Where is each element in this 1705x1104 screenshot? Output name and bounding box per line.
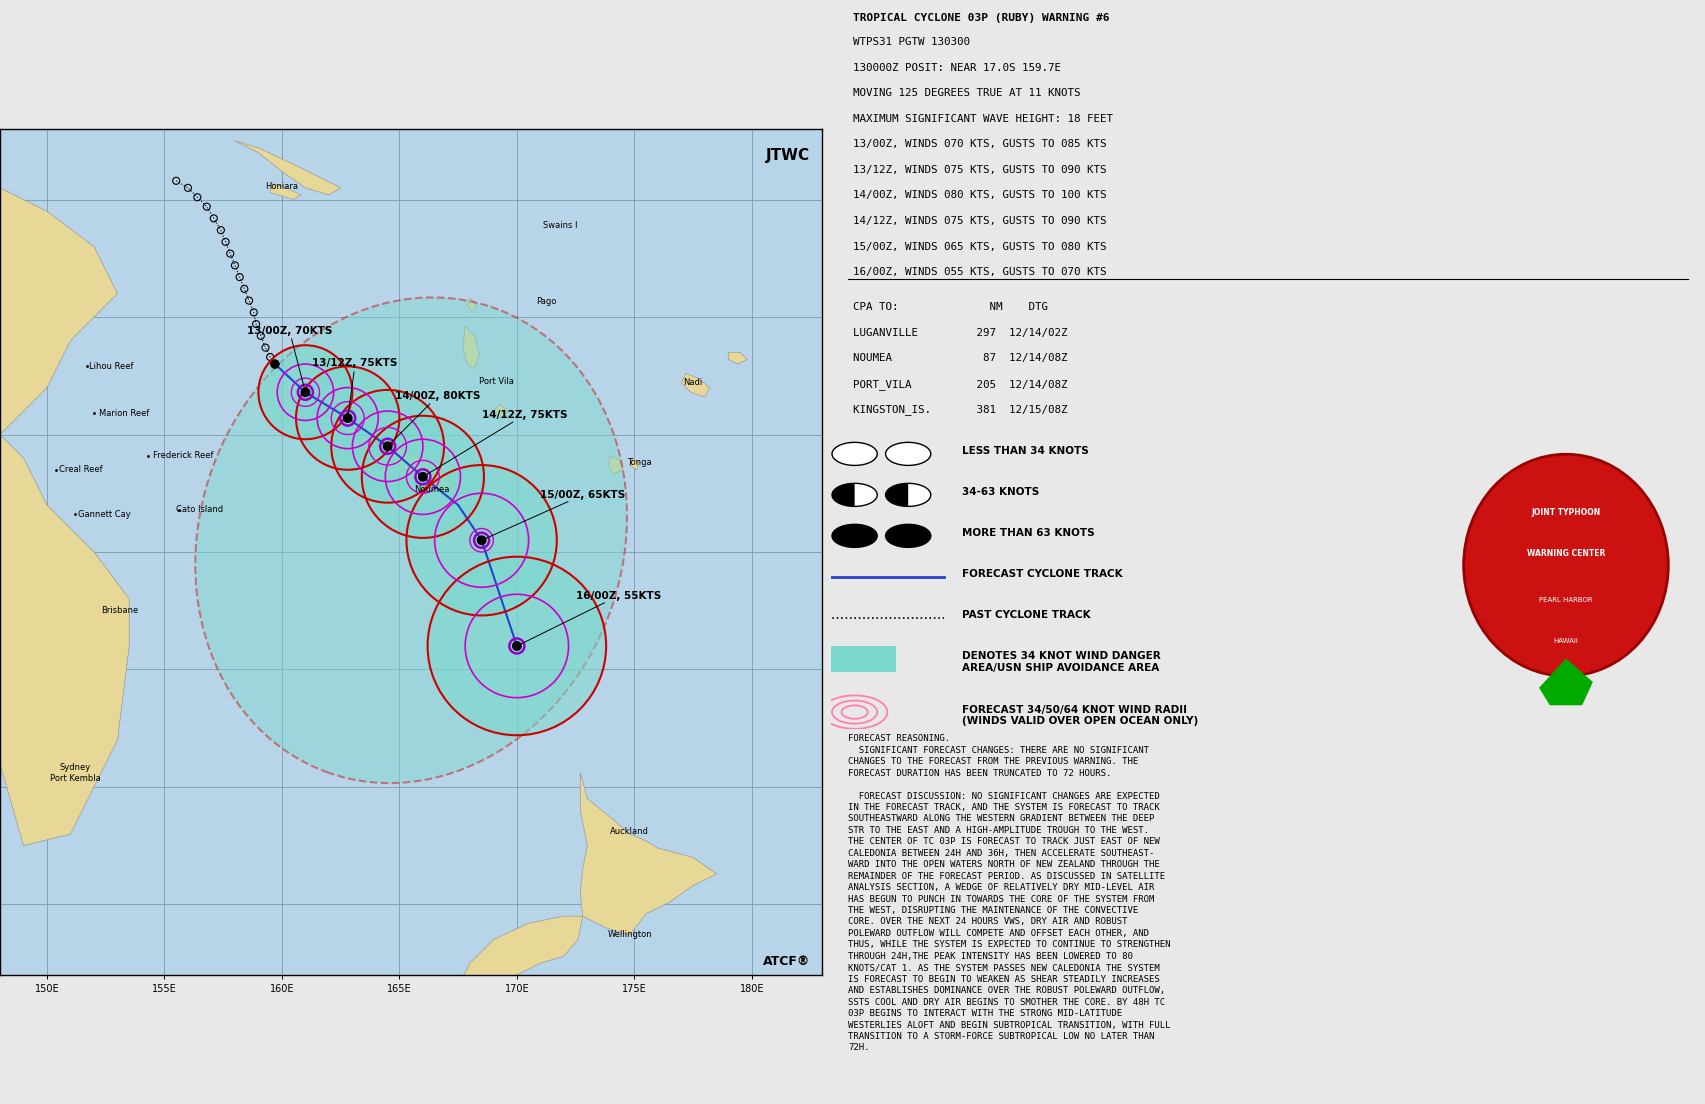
Circle shape [297, 367, 399, 470]
Circle shape [1463, 454, 1667, 676]
Polygon shape [728, 352, 747, 364]
Polygon shape [680, 373, 709, 397]
Circle shape [331, 390, 443, 502]
Polygon shape [629, 458, 639, 470]
Text: 14/12Z, WINDS 075 KTS, GUSTS TO 090 KTS: 14/12Z, WINDS 075 KTS, GUSTS TO 090 KTS [852, 216, 1105, 226]
Circle shape [832, 524, 876, 548]
Circle shape [832, 484, 876, 507]
Text: Pago: Pago [535, 297, 556, 306]
Text: NOUMEA              87  12/14/08Z: NOUMEA 87 12/14/08Z [852, 353, 1067, 363]
Text: Swains I: Swains I [542, 221, 576, 230]
Text: Lihou Reef: Lihou Reef [89, 362, 133, 371]
Text: Brisbane: Brisbane [101, 606, 138, 615]
Wedge shape [885, 484, 907, 507]
Text: 130000Z POSIT: NEAR 17.0S 159.7E: 130000Z POSIT: NEAR 17.0S 159.7E [852, 63, 1061, 73]
Text: Auckland: Auckland [610, 827, 648, 836]
Circle shape [418, 473, 426, 481]
Text: Tonga: Tonga [626, 458, 651, 467]
Circle shape [302, 388, 310, 396]
Polygon shape [459, 916, 583, 987]
Text: FORECAST 34/50/64 KNOT WIND RADII
(WINDS VALID OVER OPEN OCEAN ONLY): FORECAST 34/50/64 KNOT WIND RADII (WINDS… [962, 704, 1197, 726]
Text: FORECAST CYCLONE TRACK: FORECAST CYCLONE TRACK [962, 570, 1122, 580]
Text: MOVING 125 DEGREES TRUE AT 11 KNOTS: MOVING 125 DEGREES TRUE AT 11 KNOTS [852, 88, 1079, 98]
Text: 13/12Z, 75KTS: 13/12Z, 75KTS [312, 359, 397, 415]
Polygon shape [493, 404, 506, 418]
Text: WARNING CENTER: WARNING CENTER [1526, 549, 1604, 558]
Text: 14/00Z, 80KTS: 14/00Z, 80KTS [389, 391, 479, 444]
Circle shape [428, 556, 605, 735]
Polygon shape [467, 298, 477, 312]
Text: 16/00Z, WINDS 055 KTS, GUSTS TO 070 KTS: 16/00Z, WINDS 055 KTS, GUSTS TO 070 KTS [852, 267, 1105, 277]
Text: 15/00Z, 65KTS: 15/00Z, 65KTS [484, 490, 626, 539]
Polygon shape [0, 188, 130, 846]
Polygon shape [235, 141, 341, 195]
Circle shape [832, 443, 876, 466]
Circle shape [885, 484, 931, 507]
Circle shape [885, 443, 931, 466]
Text: PEARL HARBOR: PEARL HARBOR [1538, 597, 1592, 603]
Text: Creal Reef: Creal Reef [58, 465, 102, 475]
Text: PAST CYCLONE TRACK: PAST CYCLONE TRACK [962, 611, 1089, 620]
Text: 14/12Z, 75KTS: 14/12Z, 75KTS [425, 410, 566, 476]
Text: CPA TO:              NM    DTG: CPA TO: NM DTG [852, 302, 1047, 312]
Circle shape [384, 442, 392, 450]
Polygon shape [1538, 659, 1592, 705]
Circle shape [257, 346, 353, 439]
Polygon shape [609, 456, 622, 475]
Text: Honiara: Honiara [266, 182, 298, 191]
Text: 13/00Z, WINDS 070 KTS, GUSTS TO 085 KTS: 13/00Z, WINDS 070 KTS, GUSTS TO 085 KTS [852, 139, 1105, 149]
Text: HAWAII: HAWAII [1553, 638, 1577, 644]
Text: FORECAST REASONING.
  SIGNIFICANT FORECAST CHANGES: THERE ARE NO SIGNIFICANT
CHA: FORECAST REASONING. SIGNIFICANT FORECAST… [847, 734, 1170, 1052]
Circle shape [406, 465, 556, 615]
Text: Wellington: Wellington [607, 931, 651, 940]
Text: JOINT TYPHOON: JOINT TYPHOON [1531, 508, 1599, 517]
Text: LUGANVILLE         297  12/14/02Z: LUGANVILLE 297 12/14/02Z [852, 328, 1067, 338]
Text: JTWC: JTWC [766, 148, 810, 162]
Polygon shape [380, 437, 454, 491]
Circle shape [885, 524, 931, 548]
Text: MAXIMUM SIGNIFICANT WAVE HEIGHT: 18 FEET: MAXIMUM SIGNIFICANT WAVE HEIGHT: 18 FEET [852, 114, 1112, 124]
FancyBboxPatch shape [818, 646, 895, 671]
Text: Marion Reef: Marion Reef [99, 408, 148, 418]
Text: 13/12Z, WINDS 075 KTS, GUSTS TO 090 KTS: 13/12Z, WINDS 075 KTS, GUSTS TO 090 KTS [852, 164, 1105, 174]
Text: 15/00Z, WINDS 065 KTS, GUSTS TO 080 KTS: 15/00Z, WINDS 065 KTS, GUSTS TO 080 KTS [852, 242, 1105, 252]
Text: Gannett Cay: Gannett Cay [77, 510, 130, 519]
Ellipse shape [194, 297, 627, 783]
Circle shape [477, 537, 486, 544]
Circle shape [343, 414, 351, 423]
Text: WTPS31 PGTW 130300: WTPS31 PGTW 130300 [852, 38, 968, 47]
Text: Cato Island: Cato Island [176, 506, 223, 514]
Text: Nadi: Nadi [684, 379, 702, 388]
Text: 14/00Z, WINDS 080 KTS, GUSTS TO 100 KTS: 14/00Z, WINDS 080 KTS, GUSTS TO 100 KTS [852, 191, 1105, 201]
Text: 13/00Z, 70KTS: 13/00Z, 70KTS [247, 326, 332, 390]
Text: PORT_VILA          205  12/14/08Z: PORT_VILA 205 12/14/08Z [852, 379, 1067, 390]
Text: Noumea: Noumea [414, 486, 450, 495]
Circle shape [512, 641, 520, 650]
Circle shape [361, 416, 484, 538]
Circle shape [271, 360, 280, 369]
Polygon shape [269, 183, 300, 200]
Text: Port Vila: Port Vila [479, 378, 513, 386]
Wedge shape [832, 484, 854, 507]
Text: 16/00Z, 55KTS: 16/00Z, 55KTS [518, 591, 660, 645]
Text: 34-63 KNOTS: 34-63 KNOTS [962, 487, 1038, 497]
Text: Sydney
Port Kembla: Sydney Port Kembla [49, 763, 101, 783]
Polygon shape [462, 327, 479, 369]
Polygon shape [580, 773, 716, 935]
Text: KINGSTON_IS.       381  12/15/08Z: KINGSTON_IS. 381 12/15/08Z [852, 404, 1067, 415]
Text: MORE THAN 63 KNOTS: MORE THAN 63 KNOTS [962, 528, 1093, 539]
Text: TROPICAL CYCLONE 03P (RUBY) WARNING #6: TROPICAL CYCLONE 03P (RUBY) WARNING #6 [852, 13, 1108, 23]
Text: Frederick Reef: Frederick Reef [153, 452, 213, 460]
Text: DENOTES 34 KNOT WIND DANGER
AREA/USN SHIP AVOIDANCE AREA: DENOTES 34 KNOT WIND DANGER AREA/USN SHI… [962, 651, 1159, 672]
Text: ATCF®: ATCF® [762, 955, 810, 968]
Text: LESS THAN 34 KNOTS: LESS THAN 34 KNOTS [962, 446, 1088, 456]
